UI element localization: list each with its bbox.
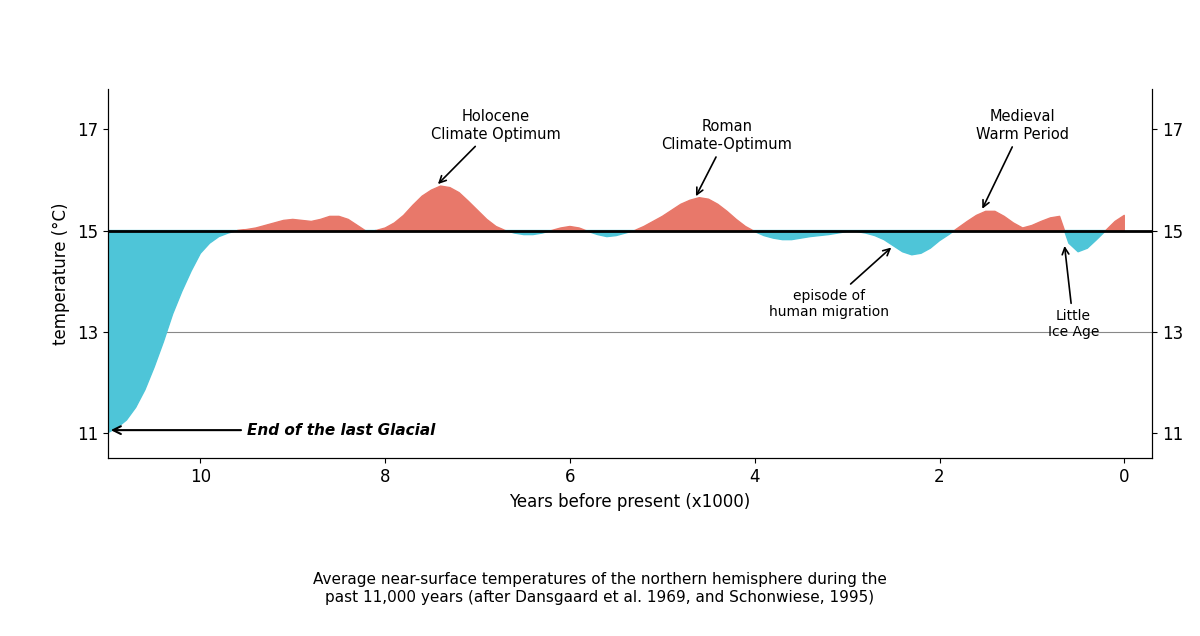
Text: Roman
Climate-Optimum: Roman Climate-Optimum (661, 120, 792, 195)
Text: Little
Ice Age: Little Ice Age (1048, 248, 1099, 339)
Text: End of the last Glacial: End of the last Glacial (113, 423, 434, 438)
Text: Holocene
Climate Optimum: Holocene Climate Optimum (431, 109, 560, 183)
X-axis label: Years before present (x1000): Years before present (x1000) (509, 493, 751, 511)
Text: Medieval
Warm Period: Medieval Warm Period (976, 109, 1069, 207)
Text: Average near-surface temperatures of the northern hemisphere during the
past 11,: Average near-surface temperatures of the… (313, 572, 887, 605)
Y-axis label: temperature (°C): temperature (°C) (52, 202, 70, 345)
Text: episode of
human migration: episode of human migration (769, 249, 890, 319)
